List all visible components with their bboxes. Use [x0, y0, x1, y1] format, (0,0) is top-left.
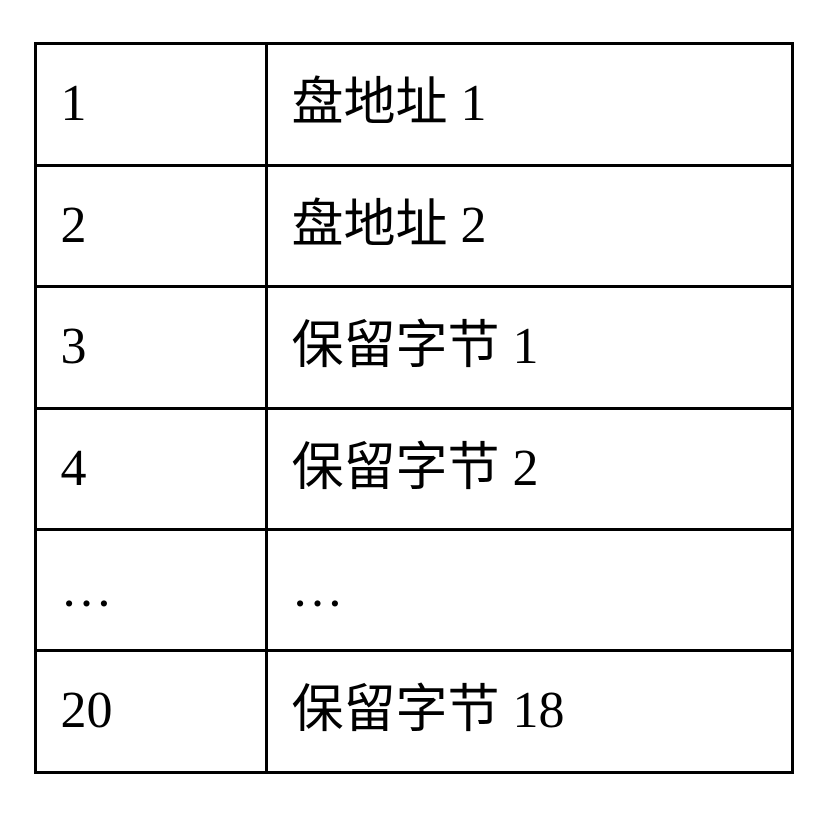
row-index: …: [35, 529, 266, 650]
table-row: 4 保留字节 2: [35, 408, 792, 529]
row-desc: 盘地址 1: [266, 44, 792, 165]
byte-layout-table-container: 1 盘地址 1 2 盘地址 2 3 保留字节 1 4 保留字节 2 … … 20…: [34, 42, 794, 773]
table-row: 2 盘地址 2: [35, 165, 792, 286]
table-row: 3 保留字节 1: [35, 287, 792, 408]
table-row: … …: [35, 529, 792, 650]
row-desc: …: [266, 529, 792, 650]
row-desc: 保留字节 18: [266, 651, 792, 772]
row-desc: 保留字节 1: [266, 287, 792, 408]
row-index: 3: [35, 287, 266, 408]
byte-layout-table: 1 盘地址 1 2 盘地址 2 3 保留字节 1 4 保留字节 2 … … 20…: [34, 42, 794, 773]
row-index: 20: [35, 651, 266, 772]
row-index: 1: [35, 44, 266, 165]
table-row: 20 保留字节 18: [35, 651, 792, 772]
row-desc: 保留字节 2: [266, 408, 792, 529]
row-desc: 盘地址 2: [266, 165, 792, 286]
row-index: 2: [35, 165, 266, 286]
row-index: 4: [35, 408, 266, 529]
table-row: 1 盘地址 1: [35, 44, 792, 165]
